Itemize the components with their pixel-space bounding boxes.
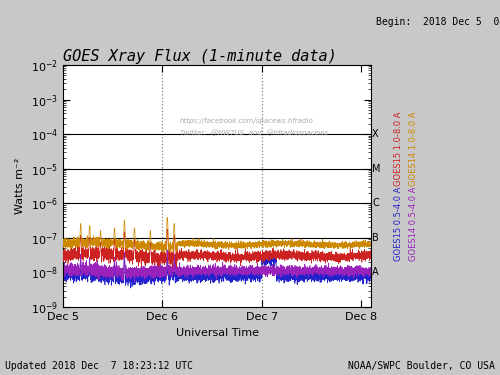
- Text: A: A: [372, 267, 378, 278]
- Text: B: B: [372, 233, 379, 243]
- Text: GOES15 1.0-8.0 A: GOES15 1.0-8.0 A: [394, 111, 404, 186]
- Text: Begin:  2018 Dec 5  0000 UTC: Begin: 2018 Dec 5 0000 UTC: [376, 17, 500, 27]
- Text: Twitter:  @NW7US  and  @hfradiospacews: Twitter: @NW7US and @hfradiospacews: [180, 129, 328, 136]
- Y-axis label: Watts m⁻²: Watts m⁻²: [15, 158, 25, 214]
- Text: GOES Xray Flux (1-minute data): GOES Xray Flux (1-minute data): [62, 49, 336, 64]
- X-axis label: Universal Time: Universal Time: [176, 327, 258, 338]
- Text: GOES14 0.5-4.0 A: GOES14 0.5-4.0 A: [410, 186, 418, 261]
- Text: M: M: [372, 164, 380, 174]
- Text: C: C: [372, 198, 379, 208]
- Text: https://facebook.com/spacews.hfradio: https://facebook.com/spacews.hfradio: [180, 117, 314, 124]
- Text: NOAA/SWPC Boulder, CO USA: NOAA/SWPC Boulder, CO USA: [348, 361, 495, 371]
- Text: GOES14 1.0-8.0 A: GOES14 1.0-8.0 A: [410, 111, 418, 186]
- Text: X: X: [372, 129, 378, 139]
- Text: GOES15 0.5-4.0 A: GOES15 0.5-4.0 A: [394, 186, 404, 261]
- Text: Updated 2018 Dec  7 18:23:12 UTC: Updated 2018 Dec 7 18:23:12 UTC: [5, 361, 193, 371]
